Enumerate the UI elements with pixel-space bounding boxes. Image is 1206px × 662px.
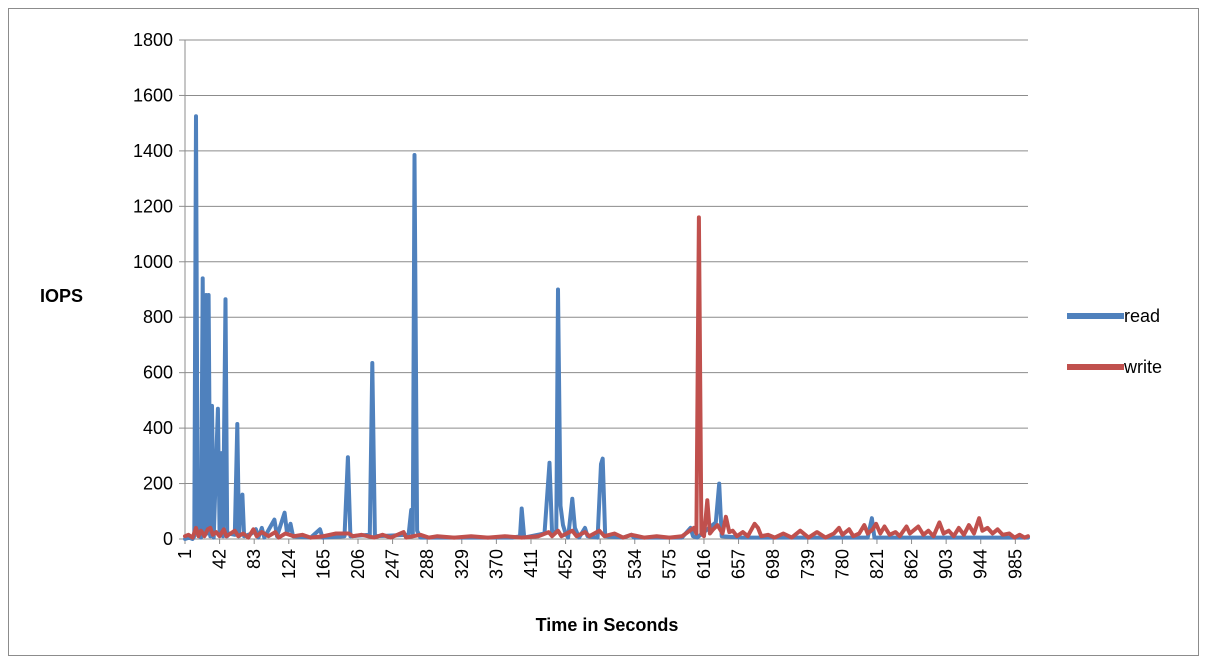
x-tick-label: 411 — [521, 549, 541, 578]
x-tick-label: 821 — [867, 549, 887, 579]
x-tick-label: 862 — [902, 549, 922, 579]
x-tick-label: 370 — [486, 549, 506, 579]
x-tick-label: 206 — [348, 549, 368, 579]
legend: read write — [1067, 306, 1162, 377]
x-axis — [184, 538, 1028, 544]
x-tick-label: 452 — [556, 549, 576, 579]
x-tick-label: 288 — [417, 549, 437, 579]
series-line-read — [183, 114, 1030, 541]
y-tick-labels: 0 200 400 600 800 1000 1200 1400 1600 1800 — [133, 30, 173, 549]
x-axis-title: Time in Seconds — [536, 615, 679, 635]
x-tick-label: 657 — [729, 549, 749, 579]
x-tick-label: 903 — [936, 549, 956, 579]
series-line-write — [183, 215, 1030, 540]
x-tick-label: 944 — [971, 549, 991, 579]
y-tick-label: 1400 — [133, 141, 173, 161]
x-tick-label: 985 — [1005, 549, 1025, 579]
x-tick-label: 329 — [452, 549, 472, 579]
x-tick-label: 698 — [763, 549, 783, 579]
x-tick-label: 124 — [279, 549, 299, 579]
y-tick-label: 200 — [143, 474, 173, 494]
y-tick-label: 400 — [143, 418, 173, 438]
y-tick-label: 1800 — [133, 30, 173, 50]
y-tick-label: 0 — [163, 529, 173, 549]
x-tick-labels: 1 42 83 124 165 206 247 288 329 370 411 452 493 534 57… — [175, 549, 1025, 579]
legend-label-write: write — [1123, 357, 1162, 377]
y-tick-label: 1600 — [133, 85, 173, 105]
y-tick-label: 600 — [143, 363, 173, 383]
x-tick-label: 83 — [244, 549, 264, 569]
x-tick-label: 165 — [313, 549, 333, 579]
y-axis-title: IOPS — [40, 286, 83, 306]
y-tick-label: 1200 — [133, 196, 173, 216]
x-tick-label: 493 — [590, 549, 610, 579]
x-tick-label: 780 — [832, 549, 852, 579]
x-tick-label: 534 — [625, 549, 645, 579]
plot-area — [183, 114, 1030, 541]
x-tick-label: 42 — [210, 549, 230, 569]
x-tick-label: 1 — [175, 549, 195, 559]
x-tick-label: 616 — [694, 549, 714, 579]
x-tick-label: 739 — [798, 549, 818, 579]
x-tick-label: 575 — [659, 549, 679, 579]
legend-label-read: read — [1124, 306, 1160, 326]
x-tick-label: 247 — [383, 549, 403, 579]
y-tick-label: 1000 — [133, 252, 173, 272]
y-tick-label: 800 — [143, 307, 173, 327]
